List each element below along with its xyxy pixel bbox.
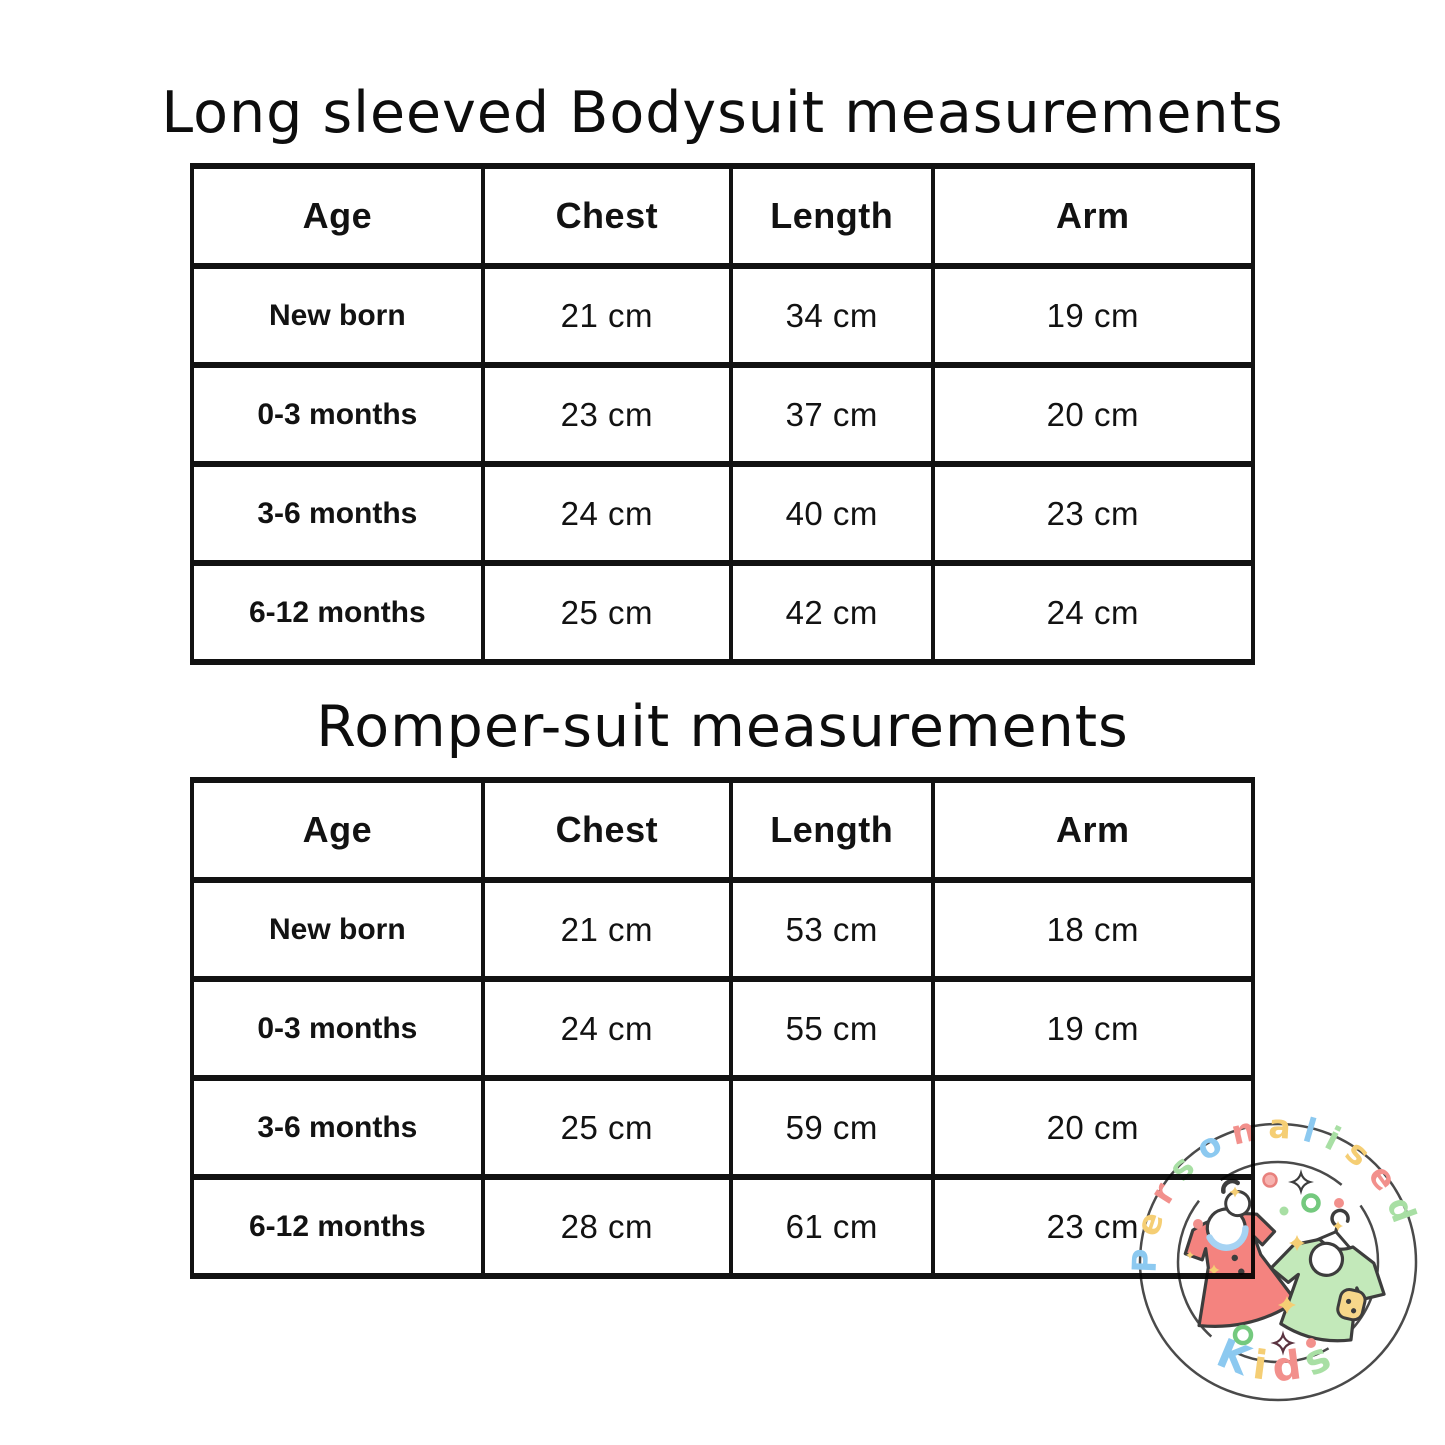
length-cell: 37 cm [728,362,935,467]
column-header-chest: Chest [480,163,733,269]
romper-table-title: Romper-suit measurements [316,694,1129,760]
dress-button [1238,1268,1245,1275]
table-row: 0-3 months 24 cm 55 cm 19 cm [190,976,1256,1081]
logo-decorations [1186,1171,1344,1353]
tshirt-pocket [1336,1287,1367,1322]
header-row: Age Chest Length Arm [190,163,1256,269]
arm-cell: 19 cm [930,976,1256,1081]
table-row: 3-6 months 24 cm 40 cm 23 cm [190,461,1256,566]
column-header-length: Length [728,163,935,269]
dress-button [1231,1254,1238,1262]
length-cell: 42 cm [728,560,935,665]
header-row: Age Chest Length Arm [190,777,1256,883]
personalised-kids-logo: Personalis e d Kids [1124,1106,1427,1402]
age-cell: 3-6 months [190,1075,485,1180]
table-row: 0-3 months 23 cm 37 cm 20 cm [190,362,1256,467]
age-cell: 6-12 months [190,560,485,665]
column-header-age: Age [190,777,485,883]
pocket-dot [1350,1308,1357,1314]
age-cell: 3-6 months [190,461,485,566]
column-header-arm: Arm [930,163,1256,269]
tshirt-collar [1308,1241,1345,1277]
arm-cell: 20 cm [930,362,1256,467]
age-cell: 6-12 months [190,1174,485,1279]
chest-cell: 24 cm [480,461,733,566]
chest-cell: 28 cm [480,1174,733,1279]
length-cell: 40 cm [728,461,935,566]
bodysuit-table-title: Long sleeved Bodysuit measurements [161,80,1284,146]
green-donut-dot [1232,1324,1254,1346]
table-row: 6-12 months 28 cm 61 cm 23 cm [190,1174,1256,1279]
tshirt-hanger-hook-icon [1330,1208,1350,1234]
age-cell: New born [190,263,485,368]
bodysuit-measurements-table: Age Chest Length Arm New born 21 cm 34 c… [190,163,1256,665]
table-row: 3-6 months 25 cm 59 cm 20 cm [190,1075,1256,1180]
age-cell: New born [190,877,485,982]
length-cell: 55 cm [728,976,935,1081]
romper-measurements-table: Age Chest Length Arm New born 21 cm 53 c… [190,777,1256,1279]
pink-donut-dot [1262,1172,1278,1188]
age-cell: 0-3 months [190,976,485,1081]
length-cell: 53 cm [728,877,935,982]
table-row: New born 21 cm 34 cm 19 cm [190,263,1256,368]
logo-inner-circle [1176,1160,1380,1364]
coral-dot [1193,1219,1203,1229]
table-row: 6-12 months 25 cm 42 cm 24 cm [190,560,1256,665]
chest-cell: 21 cm [480,877,733,982]
pocket-dot [1345,1298,1352,1305]
arm-cell: 18 cm [930,877,1256,982]
sparkle-icon [1290,1171,1312,1193]
coral-dot [1334,1198,1344,1208]
arm-cell: 20 cm [930,1075,1256,1180]
chest-cell: 25 cm [480,560,733,665]
column-header-arm: Arm [930,777,1256,883]
logo-outer-circle [1138,1122,1418,1402]
chest-cell: 21 cm [480,263,733,368]
chest-cell: 25 cm [480,1075,733,1180]
chest-cell: 24 cm [480,976,733,1081]
arm-cell: 23 cm [930,461,1256,566]
length-cell: 61 cm [728,1174,935,1279]
green-dot [1279,1206,1289,1216]
table-row: New born 21 cm 53 cm 18 cm [190,877,1256,982]
column-header-age: Age [190,163,485,269]
column-header-chest: Chest [480,777,733,883]
coral-dot [1306,1338,1316,1348]
chest-cell: 23 cm [480,362,733,467]
dress-illustration [1183,1178,1298,1328]
age-cell: 0-3 months [190,362,485,467]
arm-cell: 24 cm [930,560,1256,665]
arm-cell: 19 cm [930,263,1256,368]
length-cell: 59 cm [728,1075,935,1180]
dress-hanger-hook-icon [1221,1178,1240,1194]
logo-text-personalised: Personalis e d [1124,1106,1427,1273]
green-donut-dot [1301,1193,1321,1213]
dress-collar-trim [1206,1225,1249,1251]
tshirt-illustration [1269,1208,1386,1343]
column-header-length: Length [728,777,935,883]
length-cell: 34 cm [728,263,935,368]
